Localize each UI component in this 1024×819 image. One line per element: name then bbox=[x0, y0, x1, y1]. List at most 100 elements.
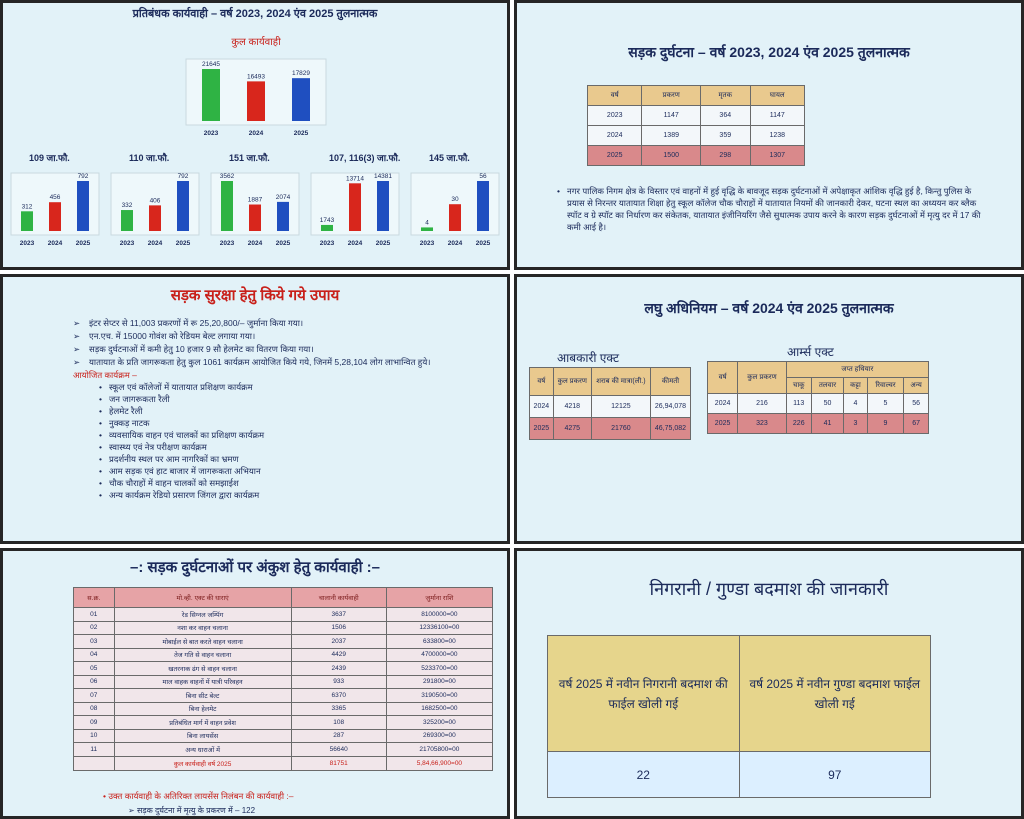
table-cell: माल वाहक वाहनों में यात्री परिवहन bbox=[113, 674, 292, 689]
table-cell: 12125 bbox=[590, 395, 651, 418]
table-cell: 4218 bbox=[552, 395, 592, 418]
table-row: 2025 4275 21760 46,75,082 bbox=[529, 417, 692, 440]
value-label: 312 bbox=[22, 203, 33, 210]
slide-title: सड़क दुर्घटना – वर्ष 2023, 2024 एंव 2025… bbox=[628, 44, 910, 60]
table-cell: 633800=00 bbox=[385, 634, 494, 649]
table-cell: 933 bbox=[290, 674, 387, 689]
table-cell: 09 bbox=[73, 715, 115, 730]
bar bbox=[177, 181, 189, 231]
table-cell: कुल प्रकरण bbox=[552, 367, 592, 396]
arms-title: आर्म्स एक्ट bbox=[787, 345, 834, 359]
bar bbox=[21, 211, 33, 231]
accident-table: वर्ष प्रकरण मृतक घायल 2023 1147 364 1147 2024 138… bbox=[586, 85, 806, 166]
header-row: वर्ष कुल प्रकरण शराब की मात्रा(ली.) कीमती bbox=[529, 367, 692, 396]
value-label: 1743 bbox=[320, 217, 335, 224]
table-cell: 1500 bbox=[641, 145, 701, 166]
bar bbox=[349, 183, 361, 231]
table-cell: वर्ष 2025 में नवीन निगरानी बदमाश की फाईल… bbox=[547, 635, 740, 752]
table-cell: 04 bbox=[73, 647, 115, 662]
table-row: 03 मोबाईल से बात करते वाहन चलाना 2037 63380… bbox=[73, 634, 494, 649]
bar bbox=[221, 181, 233, 231]
program: आम सड़क एवं हाट बाजार में जागरूकता अभिया… bbox=[93, 465, 487, 477]
table-cell: 22 bbox=[547, 751, 740, 798]
excise-table: वर्ष कुल प्रकरण शराब की मात्रा(ली.) कीमती 20… bbox=[529, 367, 692, 440]
value-row: 22 97 bbox=[547, 751, 931, 798]
category-label: 2023 bbox=[320, 240, 335, 247]
slide-4: लघु अधिनियम – वर्ष 2024 एंव 2025 तुलनात्… bbox=[514, 274, 1024, 544]
header-row: स.क्र. मो.व्ही. एक्ट की धाराएं चालानी कार्… bbox=[73, 587, 494, 608]
table-cell: 4 bbox=[843, 393, 868, 414]
slide-title: –: सड़क दुर्घटनाओं पर अंकुश हेतु कार्यवा… bbox=[130, 559, 380, 576]
table-row: 05 खतरनाक ढंग से वाहन चलाना 2439 5233700=00 bbox=[73, 661, 494, 676]
category-label: 2024 bbox=[448, 240, 463, 247]
program: प्रदर्शनीय स्थल पर आम नागरिकों का भ्रमण bbox=[93, 453, 487, 465]
chart-title: 109 जा.फौ. bbox=[29, 152, 70, 163]
table-cell: 113 bbox=[785, 393, 812, 414]
table-row: 01 रेड सिग्नल जम्पिंग 3637 8100000=00 bbox=[73, 607, 494, 622]
bar bbox=[377, 181, 389, 231]
table-cell: 325200=00 bbox=[385, 715, 494, 730]
table-cell: बिना लायसेंस bbox=[113, 728, 292, 743]
bullet: सड़क दुर्घटनाओं में कमी हेतु 10 हजार 9 स… bbox=[73, 343, 487, 355]
table-cell: 287 bbox=[290, 728, 387, 743]
program-list: स्कूल एवं कॉलेजों में यातायात प्रशिक्षण … bbox=[73, 381, 487, 501]
table-cell: शराब की मात्रा(ली.) bbox=[590, 367, 651, 396]
table-cell: 4275 bbox=[552, 417, 592, 440]
value-label: 13714 bbox=[346, 175, 364, 182]
table-cell: 26,94,078 bbox=[649, 395, 692, 418]
table-row: 09 प्रतिबंधित मार्ग में वाहन प्रवेश 108 325… bbox=[73, 715, 494, 730]
table-cell: अन्य धाराओं में bbox=[113, 742, 292, 757]
table-cell: 2024 bbox=[529, 395, 554, 418]
slide-2: सड़क दुर्घटना – वर्ष 2023, 2024 एंव 2025… bbox=[514, 0, 1024, 270]
table-cell: प्रतिबंधित मार्ग में वाहन प्रवेश bbox=[113, 715, 292, 730]
table-cell: 323 bbox=[737, 413, 787, 434]
value-label: 21645 bbox=[202, 61, 220, 68]
table-cell: 1147 bbox=[641, 105, 701, 126]
slide-title: प्रतिबंधक कार्यवाही – वर्ष 2023, 2024 एं… bbox=[132, 6, 378, 21]
category-label: 2023 bbox=[204, 130, 219, 137]
program: हेलमेट रैली bbox=[93, 405, 487, 417]
category-label: 2025 bbox=[276, 240, 291, 247]
value-label: 56 bbox=[479, 173, 487, 180]
table-cell: 359 bbox=[699, 125, 751, 146]
bar bbox=[292, 78, 310, 121]
table-cell: 5 bbox=[866, 393, 905, 414]
table-cell: 06 bbox=[73, 674, 115, 689]
slide-title: लघु अधिनियम – वर्ष 2024 एंव 2025 तुलनात्… bbox=[644, 300, 894, 316]
table-cell: कुल कार्यवाही वर्ष 2025 bbox=[113, 755, 292, 771]
table-cell: 05 bbox=[73, 661, 115, 676]
table-cell: 2025 bbox=[529, 417, 554, 440]
table-cell: 4429 bbox=[290, 647, 387, 662]
category-label: 2023 bbox=[20, 240, 35, 247]
program: जन जागरूकता रैली bbox=[93, 393, 487, 405]
table-cell: 2024 bbox=[586, 125, 643, 146]
program: अन्य कार्यक्रम रेडियो प्रसारण जिंगल द्वा… bbox=[93, 489, 487, 501]
table-row: 11 अन्य धाराओं में 56640 21705800=00 bbox=[73, 742, 494, 757]
table-cell: 2023 bbox=[586, 105, 643, 126]
bullet: इंटर सेप्टर से 11,003 प्रकरणों में रू 25… bbox=[73, 317, 487, 329]
gunda-table: वर्ष 2025 में नवीन निगरानी बदमाश की फाईल… bbox=[547, 635, 931, 798]
header-row: वर्ष 2025 में नवीन निगरानी बदमाश की फाईल… bbox=[547, 635, 931, 752]
value-label: 456 bbox=[50, 194, 61, 201]
table-cell bbox=[73, 755, 115, 771]
table-cell: 291800=00 bbox=[385, 674, 494, 689]
table-cell: 03 bbox=[73, 634, 115, 649]
table-cell: 8100000=00 bbox=[385, 607, 494, 622]
value-label: 4 bbox=[425, 219, 429, 226]
table-cell: प्रकरण bbox=[641, 85, 701, 106]
table-cell: तेज गति से वाहन चलाना bbox=[113, 647, 292, 662]
bar bbox=[202, 69, 220, 121]
slide-5: –: सड़क दुर्घटनाओं पर अंकुश हेतु कार्यवा… bbox=[0, 548, 510, 819]
table-cell: 1307 bbox=[749, 145, 806, 166]
table-cell: 216 bbox=[737, 393, 787, 414]
table-row: 07 बिना सीट बेल्ट 6370 3190500=00 bbox=[73, 688, 494, 703]
table-cell: चालानी कार्यवाही bbox=[290, 587, 387, 608]
table-cell: 11 bbox=[73, 742, 115, 757]
category-label: 2025 bbox=[476, 240, 491, 247]
header-row: वर्ष कुल प्रकरण जप्त हथियार bbox=[706, 361, 930, 394]
footer-text: सड़क दुर्घटना में मृत्यु के प्रकरण में –… bbox=[136, 806, 256, 815]
table-cell: 6370 bbox=[290, 688, 387, 703]
table-cell: 3 bbox=[843, 413, 868, 434]
bar bbox=[249, 204, 261, 231]
